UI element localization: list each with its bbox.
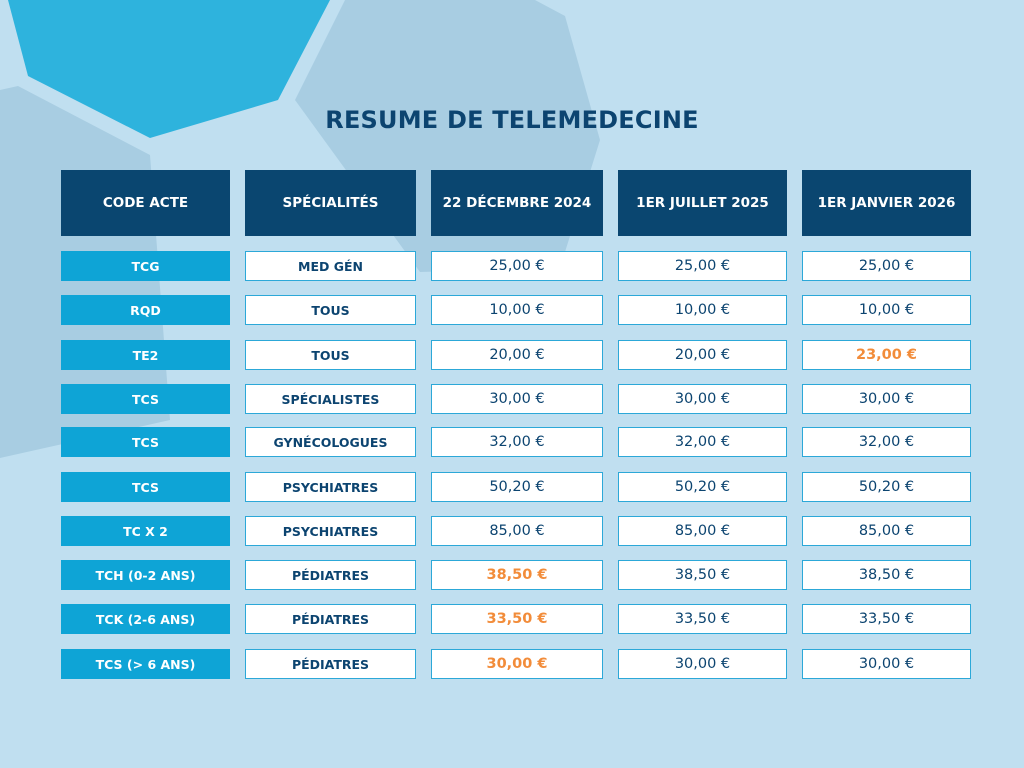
tarif-jul-2025-cell: 85,00 € [618,516,787,546]
specialite-cell: TOUS [245,295,416,325]
specialite-cell: SPÉCIALISTES [245,384,416,414]
tarif-jan-2026-cell: 25,00 € [802,251,971,281]
code-acte-cell: TCH (0-2 ANS) [61,560,230,590]
tarif-jul-2025-cell: 20,00 € [618,340,787,370]
tarif-jan-2026-cell: 10,00 € [802,295,971,325]
tarif-jan-2026-cell: 23,00 € [802,340,971,370]
tarif-jul-2025-cell: 32,00 € [618,427,787,457]
tarif-jul-2025-cell: 33,50 € [618,604,787,634]
tarif-dec-2024-cell: 33,50 € [431,604,603,634]
tarif-dec-2024-cell: 32,00 € [431,427,603,457]
tarif-dec-2024-cell: 20,00 € [431,340,603,370]
code-acte-cell: TCG [61,251,230,281]
code-acte-cell: TCS [61,472,230,502]
tarif-dec-2024-cell: 25,00 € [431,251,603,281]
tarif-jan-2026-cell: 38,50 € [802,560,971,590]
code-acte-cell: TE2 [61,340,230,370]
decor-hexagon-top [8,0,330,138]
tarif-jan-2026-cell: 33,50 € [802,604,971,634]
header-22-decembre-2024: 22 DÉCEMBRE 2024 [431,170,603,236]
specialite-cell: MED GÉN [245,251,416,281]
code-acte-cell: TC X 2 [61,516,230,546]
tarif-jul-2025-cell: 50,20 € [618,472,787,502]
tarif-jan-2026-cell: 30,00 € [802,649,971,679]
specialite-cell: GYNÉCOLOGUES [245,427,416,457]
tarif-jul-2025-cell: 30,00 € [618,649,787,679]
specialite-cell: PÉDIATRES [245,560,416,590]
specialite-cell: TOUS [245,340,416,370]
specialite-cell: PÉDIATRES [245,649,416,679]
tarif-jul-2025-cell: 10,00 € [618,295,787,325]
code-acte-cell: TCS (> 6 ANS) [61,649,230,679]
tarif-dec-2024-cell: 10,00 € [431,295,603,325]
code-acte-cell: RQD [61,295,230,325]
specialite-cell: PÉDIATRES [245,604,416,634]
tarif-jan-2026-cell: 30,00 € [802,384,971,414]
code-acte-cell: TCS [61,427,230,457]
header-1er-janvier-2026: 1ER JANVIER 2026 [802,170,971,236]
tarif-dec-2024-cell: 30,00 € [431,384,603,414]
tarif-jan-2026-cell: 85,00 € [802,516,971,546]
tarif-jan-2026-cell: 32,00 € [802,427,971,457]
page-title: RESUME DE TELEMEDECINE [325,106,699,134]
header-specialites: SPÉCIALITÉS [245,170,416,236]
specialite-cell: PSYCHIATRES [245,516,416,546]
header-code-acte: CODE ACTE [61,170,230,236]
tarif-dec-2024-cell: 38,50 € [431,560,603,590]
specialite-cell: PSYCHIATRES [245,472,416,502]
tarif-dec-2024-cell: 50,20 € [431,472,603,502]
code-acte-cell: TCS [61,384,230,414]
header-1er-juillet-2025: 1ER JUILLET 2025 [618,170,787,236]
code-acte-cell: TCK (2-6 ANS) [61,604,230,634]
tarif-jul-2025-cell: 38,50 € [618,560,787,590]
tarif-dec-2024-cell: 85,00 € [431,516,603,546]
tarif-jul-2025-cell: 30,00 € [618,384,787,414]
tarif-jul-2025-cell: 25,00 € [618,251,787,281]
tarif-dec-2024-cell: 30,00 € [431,649,603,679]
tarif-jan-2026-cell: 50,20 € [802,472,971,502]
